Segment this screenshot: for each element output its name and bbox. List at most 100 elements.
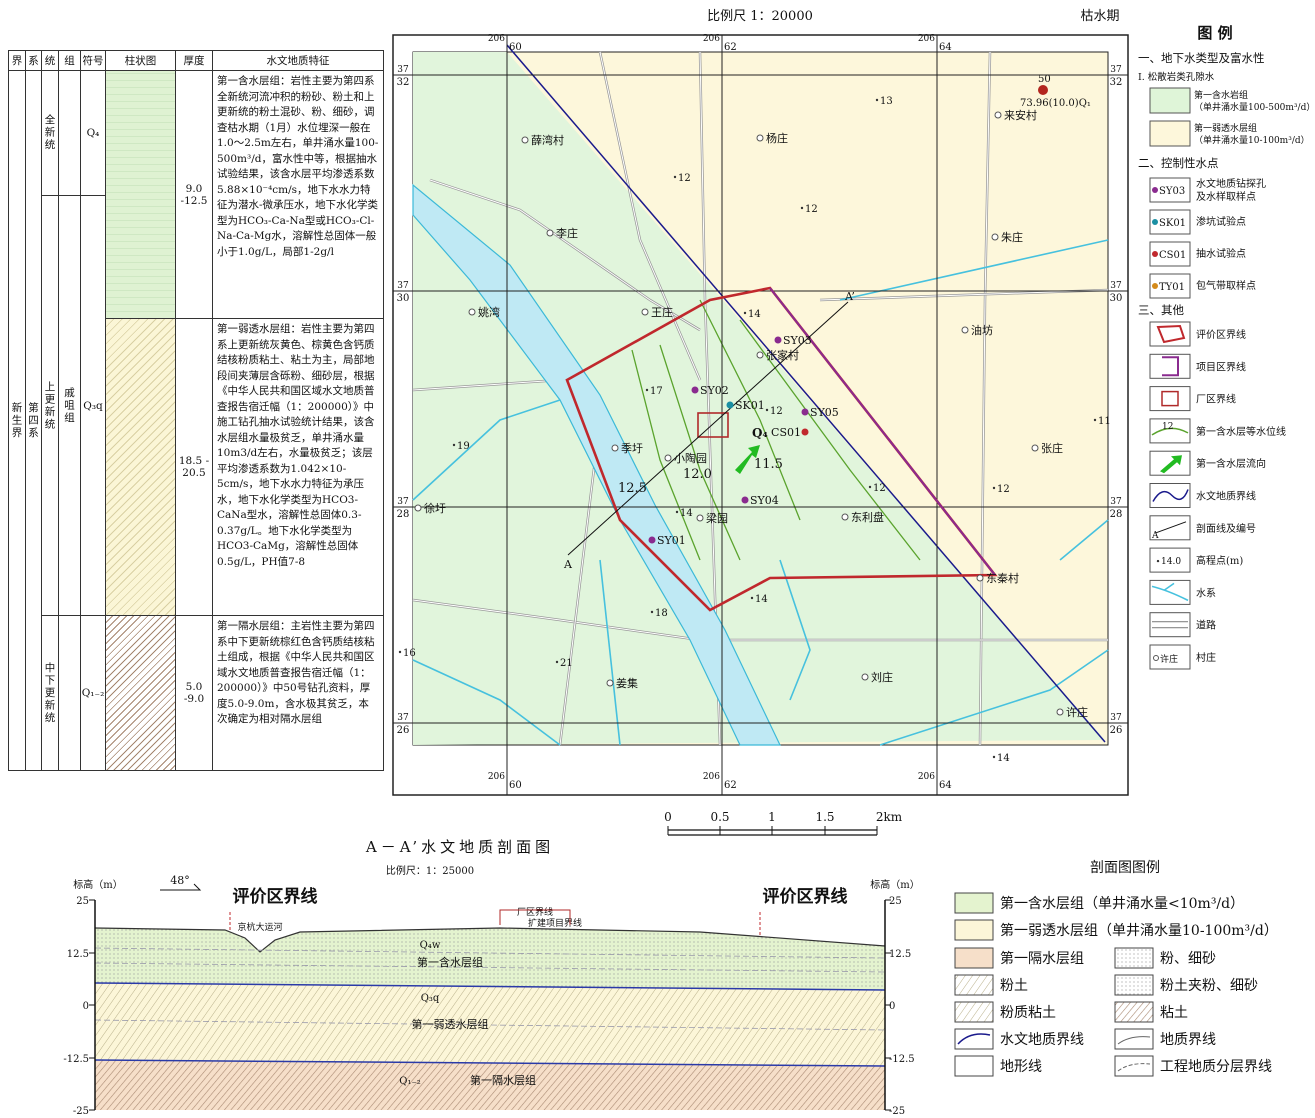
project-label: 扩建项目界线 xyxy=(528,917,582,929)
legend-text: 粉质粘土 xyxy=(1000,1005,1056,1021)
village-dot xyxy=(606,679,614,687)
legend-text: 第一含水层流向 xyxy=(1196,457,1266,470)
elevation-dot xyxy=(650,610,654,614)
sym xyxy=(957,1033,991,1045)
elevation-label: 14 xyxy=(748,309,761,320)
legend-symbol: 许庄 xyxy=(1160,653,1178,665)
legend-text: 渗坑试验点 xyxy=(1196,215,1246,228)
village-dot xyxy=(1056,708,1064,716)
legend-swatch xyxy=(1114,974,1154,996)
legend-swatch xyxy=(1149,87,1191,114)
section-angle: 48° xyxy=(170,874,190,887)
layer-name: 第一隔水层组 xyxy=(470,1073,536,1087)
village-dot xyxy=(976,574,984,582)
label: 206 xyxy=(918,34,935,44)
sym xyxy=(1117,1036,1151,1045)
elevation-label: 14 xyxy=(680,508,693,519)
table-cell xyxy=(105,318,176,616)
hydro-boundary xyxy=(506,44,1106,743)
season: 枯水期 xyxy=(1080,9,1119,24)
elevation-dot xyxy=(398,650,402,654)
legend-text: 粉土夹粉、细砂 xyxy=(1160,978,1258,994)
river xyxy=(1059,519,1109,561)
legend-symbol: 12 xyxy=(1162,422,1173,432)
flow-arrow xyxy=(735,445,760,474)
river xyxy=(599,559,621,746)
village-dot xyxy=(861,673,869,681)
legend-dot xyxy=(1152,187,1158,193)
legend-text: 项目区界线 xyxy=(1196,360,1246,373)
village-label: 杨庄 xyxy=(766,131,788,145)
label: 37 xyxy=(397,281,409,291)
road xyxy=(979,51,991,746)
section-tick-label: 12.5 xyxy=(67,949,89,960)
legend-dot xyxy=(1152,219,1158,225)
layer-aquifer-pattern xyxy=(95,928,885,990)
water-point xyxy=(726,401,734,409)
layer-weak-pattern xyxy=(95,983,885,1066)
village-label: 许庄 xyxy=(1066,705,1088,719)
legend-text: 剖面线及编号 xyxy=(1196,522,1256,535)
village-label: 梁园 xyxy=(706,511,728,525)
label: 37 xyxy=(397,713,409,723)
elevation-dot xyxy=(992,486,996,490)
table-cell xyxy=(105,70,176,319)
water-point xyxy=(741,496,749,504)
contour-line xyxy=(659,344,741,561)
legend-text: 第一隔水层组 xyxy=(1000,950,1084,967)
road xyxy=(559,419,601,746)
evaluation-boundary xyxy=(565,286,998,612)
legend-text: 粉土 xyxy=(1000,978,1028,994)
label: 206 xyxy=(703,772,720,782)
section-legend-title: 剖面图图例 xyxy=(1090,860,1160,876)
legend-swatch xyxy=(1149,547,1191,573)
legend-swatch xyxy=(954,1055,994,1077)
point-label: SK01 xyxy=(735,399,765,412)
label: A’ xyxy=(844,290,855,303)
well-number: 50 xyxy=(1038,74,1051,85)
boundary-label: 评价区界线 xyxy=(233,886,318,907)
scale-label: 0.5 xyxy=(710,810,729,824)
point-label: SY04 xyxy=(750,494,779,507)
village-dot xyxy=(664,454,672,462)
contour-line xyxy=(631,349,701,561)
label: 62 xyxy=(724,42,737,53)
direction-arrow xyxy=(160,883,202,891)
elevation-label: 12 xyxy=(770,406,783,417)
legend-swatch xyxy=(954,1001,994,1023)
elevation-dot xyxy=(992,755,996,759)
canal-label: 京杭大运河 xyxy=(237,921,282,933)
road xyxy=(412,599,1108,641)
water-point xyxy=(648,536,656,544)
elevation-dot xyxy=(743,311,747,315)
sym xyxy=(1151,582,1189,602)
legend-text: 水系 xyxy=(1196,587,1216,599)
village-dot xyxy=(521,136,529,144)
legend-swatch xyxy=(1149,644,1191,670)
river xyxy=(412,659,561,746)
elevation-label: 21 xyxy=(560,658,573,669)
road xyxy=(599,51,701,381)
table-cell xyxy=(58,615,81,771)
contour-line xyxy=(699,299,801,521)
legend-text: 及水样取样点 xyxy=(1196,190,1256,203)
elevation-dot xyxy=(765,408,769,412)
section-tick-label: 25 xyxy=(889,896,902,907)
point-label: SY03 xyxy=(783,334,812,347)
project-boundary xyxy=(769,287,996,576)
legend-swatch xyxy=(1114,1055,1154,1077)
label: 37 xyxy=(1110,497,1122,507)
legend-heading: Ⅰ. 松散岩类孔隙水 xyxy=(1138,71,1215,83)
legend-text: 地形线 xyxy=(1000,1059,1042,1075)
elevation-label: 18 xyxy=(655,608,668,619)
village-label: 王庄 xyxy=(651,305,673,319)
layer-name: 第一含水层组 xyxy=(417,955,483,969)
elevation-label: 13 xyxy=(880,96,893,107)
geo-boundary xyxy=(94,947,886,959)
section-tick-label: -25 xyxy=(73,1106,89,1117)
legend-symbol: 14.0 xyxy=(1161,557,1181,567)
village-dot xyxy=(696,514,704,522)
legend-text: 第一含水层组（单井涌水量<10m³/d） xyxy=(1000,895,1244,912)
elevation-dot xyxy=(875,98,879,102)
legend-text: 水文地质界线 xyxy=(1000,1032,1084,1048)
